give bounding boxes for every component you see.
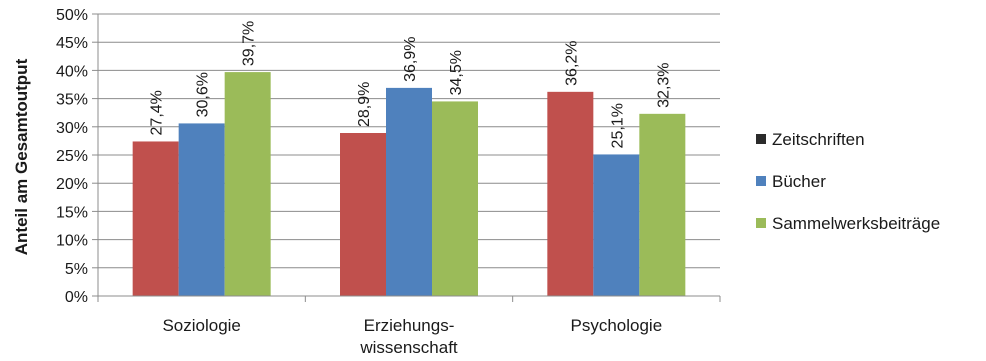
- data-label: 32,3%: [655, 62, 672, 107]
- bar: [593, 154, 640, 296]
- bar: [386, 87, 432, 296]
- legend-label: Sammelwerksbeiträge: [772, 214, 940, 233]
- data-label: 39,7%: [241, 21, 258, 66]
- legend-swatch: [756, 134, 766, 144]
- data-label: 36,2%: [563, 40, 580, 85]
- data-label: 34,5%: [448, 50, 465, 95]
- data-label: 36,9%: [402, 37, 419, 82]
- y-tick-label: 50%: [56, 7, 88, 24]
- bar: [432, 101, 478, 296]
- bar: [178, 123, 225, 296]
- y-tick-label: 30%: [56, 120, 88, 137]
- y-tick-label: 40%: [56, 63, 88, 80]
- bar: [639, 113, 686, 296]
- data-label: 27,4%: [149, 90, 166, 135]
- legend: Zeitschriften Bücher Sammelwerksbeiträge: [756, 130, 940, 233]
- y-tick-label: 5%: [65, 261, 88, 278]
- x-category-label: Erziehungs-wissenschaft: [359, 316, 458, 357]
- y-tick-label: 10%: [56, 233, 88, 250]
- legend-swatch: [756, 176, 766, 186]
- y-tick-label: 15%: [56, 204, 88, 221]
- y-axis-ticks: 0% 5% 10% 15% 20% 25% 30% 35% 40% 45% 50%: [56, 7, 98, 306]
- y-tick-label: 45%: [56, 35, 88, 52]
- x-category-label: Psychologie: [570, 316, 662, 335]
- legend-label: Bücher: [772, 172, 826, 191]
- x-axis: Soziologie Erziehungs-wissenschaft Psychol…: [97, 14, 721, 357]
- x-category-label: Soziologie: [162, 316, 240, 335]
- y-tick-label: 25%: [56, 148, 88, 165]
- y-tick-label: 35%: [56, 92, 88, 109]
- bars: [132, 72, 686, 296]
- y-axis-label: Anteil am Gesamtoutput: [12, 58, 31, 255]
- bar: [340, 133, 386, 296]
- data-label: 28,9%: [356, 82, 373, 127]
- y-tick-label: 0%: [65, 289, 88, 306]
- bar: [547, 91, 594, 296]
- data-label: 30,6%: [195, 72, 212, 117]
- y-tick-label: 20%: [56, 176, 88, 193]
- data-labels: 27,4% 30,6% 39,7% 28,9% 36,9% 34,5% 36,2% 25,1%…: [149, 21, 673, 149]
- legend-label: Zeitschriften: [772, 130, 865, 149]
- bar: [132, 141, 179, 296]
- legend-swatch: [756, 218, 766, 228]
- bar: [224, 72, 271, 296]
- data-label: 25,1%: [609, 103, 626, 148]
